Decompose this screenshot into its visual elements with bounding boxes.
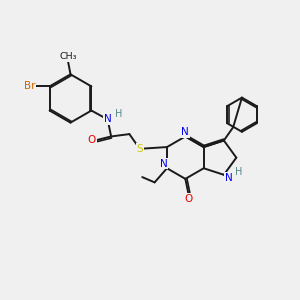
Text: CH₃: CH₃ [59, 52, 77, 62]
Text: N: N [225, 173, 233, 183]
Text: N: N [104, 114, 112, 124]
Text: N: N [160, 158, 167, 169]
Text: O: O [184, 194, 192, 204]
Text: S: S [136, 144, 143, 154]
Text: O: O [88, 135, 96, 145]
Text: N: N [182, 127, 189, 137]
Text: Br: Br [24, 81, 36, 92]
Text: H: H [235, 167, 242, 178]
Text: H: H [115, 109, 122, 119]
